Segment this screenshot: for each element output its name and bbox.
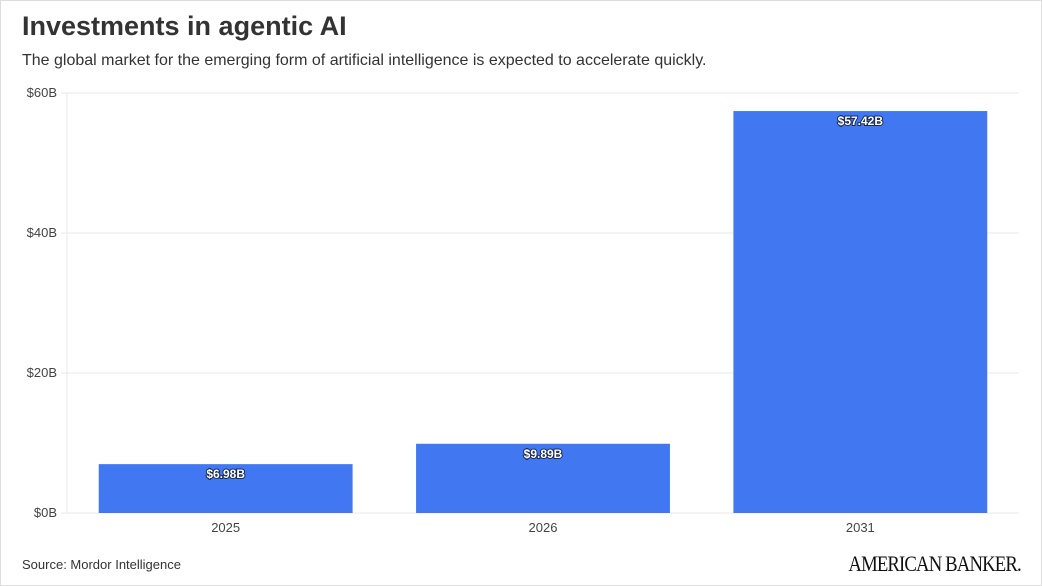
y-tick-label: $60B (27, 85, 57, 100)
american-banker-logo: AMERICAN BANKER. (848, 551, 1022, 576)
bar-2025 (98, 464, 353, 513)
source-note: Source: Mordor Intelligence (22, 557, 181, 572)
y-tick-label: $40B (27, 225, 57, 240)
data-label: $6.98B (206, 467, 245, 481)
data-label: $57.42B (838, 114, 884, 128)
x-tick-label: 2025 (211, 520, 240, 535)
x-tick-label: 2026 (529, 520, 558, 535)
bar-2026 (416, 443, 670, 513)
chart-title: Investments in agentic AI (22, 11, 347, 41)
x-tick-label: 2031 (846, 520, 875, 535)
bar-2031 (733, 111, 988, 513)
y-tick-label: $0B (34, 505, 57, 520)
data-label: $9.89B (524, 447, 563, 461)
chart-subtitle: The global market for the emerging form … (22, 52, 707, 69)
y-tick-label: $20B (27, 365, 57, 380)
